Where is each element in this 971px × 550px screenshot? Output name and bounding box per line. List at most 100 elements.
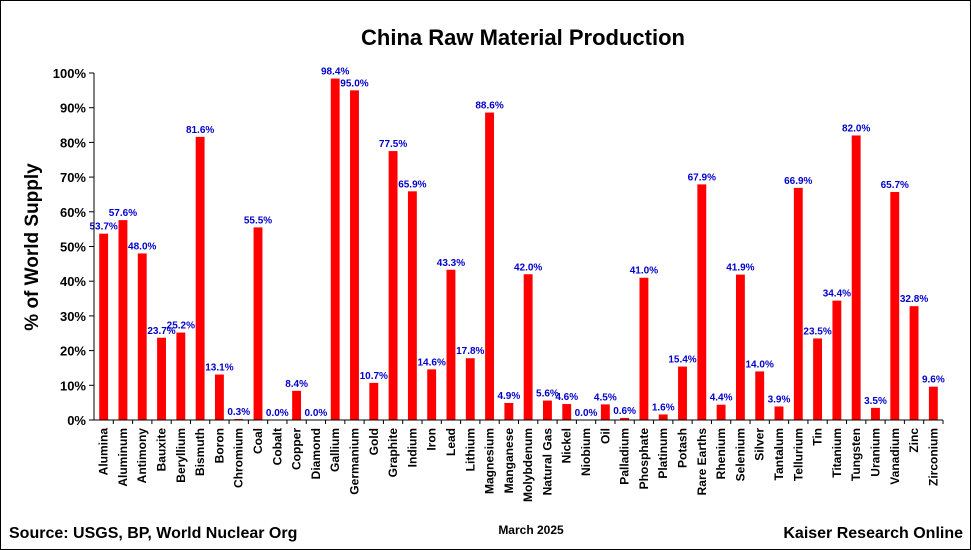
category-label: Molybdenum [521,428,535,502]
category-label: Niobium [579,428,593,476]
category-label: Aluminum [116,428,130,487]
data-label: 13.1% [205,363,233,374]
category-label: Coal [251,428,265,454]
category-label: Titanium [830,428,844,478]
bar [658,414,668,420]
category-label: Magnesium [483,428,497,494]
data-label: 10.7% [360,371,388,382]
data-label: 81.6% [186,125,214,136]
category-label: Copper [290,428,304,470]
y-tick-label: 20% [60,344,86,359]
data-label: 65.7% [881,180,909,191]
data-label: 4.4% [710,393,733,404]
bar [504,403,514,420]
category-label: Bauxite [155,428,169,472]
data-label: 32.8% [900,294,928,305]
y-tick-label: 60% [60,205,86,220]
bar [832,300,842,420]
bar [446,269,456,420]
category-label: Zirconium [926,428,940,486]
category-label: Iron [425,428,439,451]
data-label: 95.0% [340,78,368,89]
y-tick-label: 70% [60,170,86,185]
data-label: 8.4% [285,379,308,390]
data-label: 98.4% [321,67,349,78]
data-label: 0.0% [305,408,328,419]
bar [118,220,128,420]
bar [388,151,398,420]
data-label: 77.5% [379,139,407,150]
y-tick-label: 100% [53,66,87,81]
y-tick-label: 40% [60,274,86,289]
y-tick-label: 80% [60,135,86,150]
category-label: Graphite [386,428,400,478]
bar [813,338,823,420]
credit-text: Kaiser Research Online [783,525,963,542]
data-label: 65.9% [398,179,426,190]
category-label: Gallium [328,428,342,472]
bar [543,400,552,420]
bar [639,277,649,420]
category-label: Antimony [135,428,149,484]
y-tick-label: 90% [60,101,86,116]
date-text: March 2025 [498,523,564,537]
bar [157,337,166,420]
bar [99,233,109,420]
category-label: Tungsten [849,428,863,481]
category-label: Potash [676,428,690,468]
data-label: 1.6% [652,402,675,413]
data-label: 15.4% [668,355,696,366]
bar [369,382,379,420]
data-label: 4.5% [594,392,617,403]
bars-group [99,78,938,421]
data-label: 23.5% [803,326,831,337]
category-label: Germanium [347,428,361,495]
category-label: Rhenium [714,428,728,479]
data-label: 55.5% [244,215,272,226]
data-label: 0.6% [613,406,636,417]
category-label: Rare Earths [695,428,709,496]
bar [350,90,359,420]
category-label: Uranium [868,428,882,477]
data-label: 0.0% [266,408,289,419]
category-label: Nickel [560,428,574,463]
bar [253,227,263,420]
bar [928,386,938,420]
data-label: 66.9% [784,176,812,187]
category-label: Tin [811,428,825,446]
category-label: Vanadium [888,428,902,485]
bar [909,306,919,420]
category-label: Chromium [232,428,246,488]
bar [600,404,610,420]
data-label: 82.0% [842,123,870,134]
category-label: Lithium [463,428,477,471]
data-label: 5.6% [536,389,559,400]
data-label: 43.3% [437,258,465,269]
bar [716,404,726,420]
data-label: 88.6% [475,101,503,112]
source-text: Source: USGS, BP, World Nuclear Org [9,525,297,542]
data-labels-group: 53.7% 57.6% 48.0% 23.7%25.2% 81.6% 13.1% 0.3% 5… [89,67,944,419]
bar [678,366,687,420]
category-label: Zinc [907,428,921,453]
data-label: 53.7% [89,222,117,233]
category-label: Silver [753,428,767,461]
data-label: 42.0% [514,262,542,273]
category-label: Indium [405,428,419,467]
category-label: Oil [598,428,612,444]
data-label: 4.6% [555,392,578,403]
category-label: Alumina [97,428,111,476]
category-label: Selenium [733,428,747,481]
data-label: 41.9% [726,263,754,274]
category-label: Phosphate [637,428,651,490]
category-label: Beryllium [174,428,188,483]
category-label: Tellurium [791,428,805,481]
data-label: 14.6% [417,357,445,368]
bar [465,358,475,420]
data-label: 57.6% [109,208,137,219]
x-axis: Alumina Aluminum Antimony Bauxite Beryllium B… [97,420,944,502]
bar [330,78,340,421]
y-tick-label: 50% [60,240,86,255]
bar [407,191,417,420]
